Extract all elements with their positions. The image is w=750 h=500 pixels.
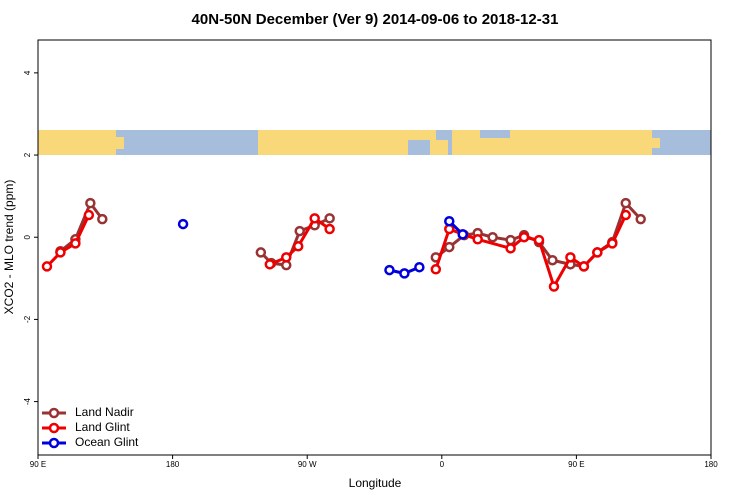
y-tick-label: 4: [23, 70, 32, 75]
data-point: [607, 238, 618, 249]
data-point: [41, 261, 53, 272]
y-tick-label: -2: [23, 315, 32, 323]
data-point: [384, 264, 395, 276]
data-point: [565, 252, 576, 263]
data-point: [505, 234, 516, 246]
data-point: [444, 241, 455, 253]
data-point: [292, 241, 304, 252]
x-tick-label: 90 E: [568, 460, 584, 469]
data-point: [97, 213, 108, 225]
data-point: [533, 234, 545, 246]
data-point: [55, 247, 66, 258]
data-point: [430, 264, 442, 275]
data-point: [548, 281, 560, 292]
x-tick-label: 0: [440, 460, 445, 469]
y-tick-label: 2: [23, 152, 32, 157]
data-point: [281, 252, 292, 263]
data-point: [309, 213, 320, 224]
data-point: [592, 247, 603, 258]
data-point: [547, 254, 558, 266]
data-point: [635, 213, 646, 225]
x-tick-label: 90 W: [298, 460, 317, 469]
data-point: [70, 238, 81, 249]
data-point: [255, 247, 267, 258]
data-point: [324, 213, 335, 224]
map-strip: [38, 130, 711, 155]
data-point: [518, 231, 530, 243]
data-point: [414, 261, 425, 273]
data-point: [444, 215, 455, 227]
legend-label: Land Glint: [75, 420, 130, 434]
x-tick-label: 180: [166, 460, 180, 469]
data-point: [457, 229, 468, 240]
y-axis-label: XCO2 - MLO trend (ppm): [2, 180, 16, 315]
data-point: [487, 231, 498, 243]
x-axis-label: Longitude: [349, 476, 402, 490]
data-point: [472, 234, 483, 245]
data-point: [620, 197, 632, 209]
data-point: [620, 209, 632, 221]
legend-marker: [48, 422, 60, 434]
data-point: [85, 197, 96, 209]
chart-title: 40N-50N December (Ver 9) 2014-09-06 to 2…: [192, 11, 559, 28]
data-point: [294, 225, 305, 237]
data-point: [264, 259, 276, 270]
data-point: [177, 218, 189, 230]
legend-label: Ocean Glint: [75, 435, 139, 449]
x-tick-label: 90 E: [30, 460, 46, 469]
data-point: [324, 223, 335, 235]
data-point: [399, 268, 410, 279]
legend-label: Land Nadir: [75, 405, 134, 419]
series-line: [59, 200, 104, 253]
plot-frame: [37, 39, 712, 456]
data-point: [578, 261, 590, 272]
y-tick-label: 0: [23, 234, 32, 239]
data-point: [83, 209, 95, 221]
legend-marker: [48, 407, 60, 419]
series-line: [45, 214, 91, 268]
x-tick-label: 180: [704, 460, 718, 469]
y-tick-label: -4: [23, 397, 32, 405]
legend-marker: [48, 437, 60, 449]
data-point: [505, 243, 516, 254]
